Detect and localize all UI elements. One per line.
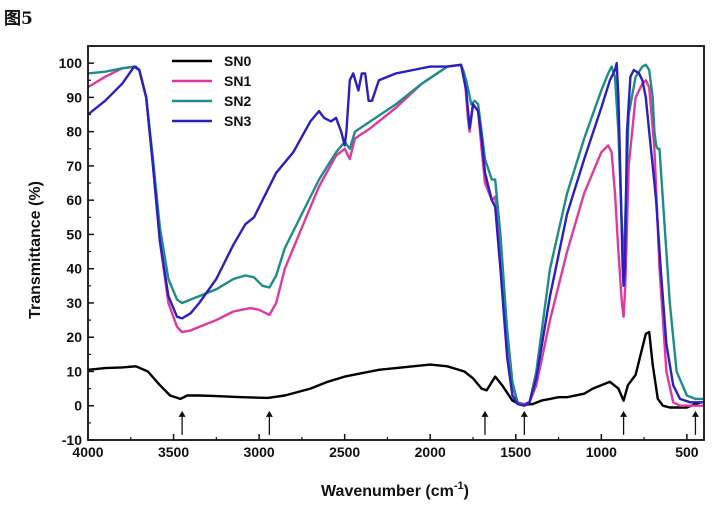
x-axis-title: Wavenumber (cm-1) (321, 480, 469, 500)
legend: SN0 SN1 SN2 SN3 (172, 53, 251, 129)
y-tick-label: 60 (66, 192, 82, 208)
y-tick-label: 90 (66, 89, 82, 105)
x-tick-label: 1500 (500, 444, 531, 460)
legend-label-sn3: SN3 (224, 113, 251, 129)
y-tick-label: 100 (59, 55, 83, 71)
arrow-head (692, 411, 699, 417)
x-tick-label: 3500 (158, 444, 189, 460)
series-line-sn3 (88, 63, 704, 406)
x-tick-label: 2000 (415, 444, 446, 460)
annotation-arrows (179, 411, 699, 435)
arrow-head (481, 411, 488, 417)
series-line-sn1 (88, 65, 704, 406)
legend-label-sn1: SN1 (224, 73, 251, 89)
series-group (88, 63, 704, 407)
arrow-head (266, 411, 273, 417)
x-tick-label: 3000 (244, 444, 275, 460)
y-tick-label: 80 (66, 124, 82, 140)
y-tick-label: 40 (66, 261, 82, 277)
legend-label-sn2: SN2 (224, 93, 251, 109)
y-tick-label: 70 (66, 158, 82, 174)
y-tick-label: 20 (66, 329, 82, 345)
arrow-head (620, 411, 627, 417)
y-tick-label: 50 (66, 226, 82, 242)
y-tick-label: -10 (62, 432, 82, 448)
x-axis: 4000 3500 3000 2500 2000 1500 1000 500 (72, 434, 698, 460)
y-tick-label: 10 (66, 363, 82, 379)
series-line-sn2 (88, 65, 704, 406)
arrow-head (179, 411, 186, 417)
legend-label-sn0: SN0 (224, 53, 251, 69)
y-tick-label: 0 (74, 398, 82, 414)
y-axis-title: Transmittance (%) (27, 181, 44, 319)
y-tick-label: 30 (66, 295, 82, 311)
x-tick-label: 1000 (586, 444, 617, 460)
y-axis: -10 0 10 20 30 40 50 60 70 80 90 100 (59, 55, 94, 448)
spectrum-chart: 4000 3500 3000 2500 2000 1500 1000 500 -1001020… (0, 0, 714, 507)
x-tick-label: 500 (675, 444, 699, 460)
series-line-sn0 (88, 332, 701, 407)
arrow-head (521, 411, 528, 417)
x-tick-label: 2500 (329, 444, 360, 460)
